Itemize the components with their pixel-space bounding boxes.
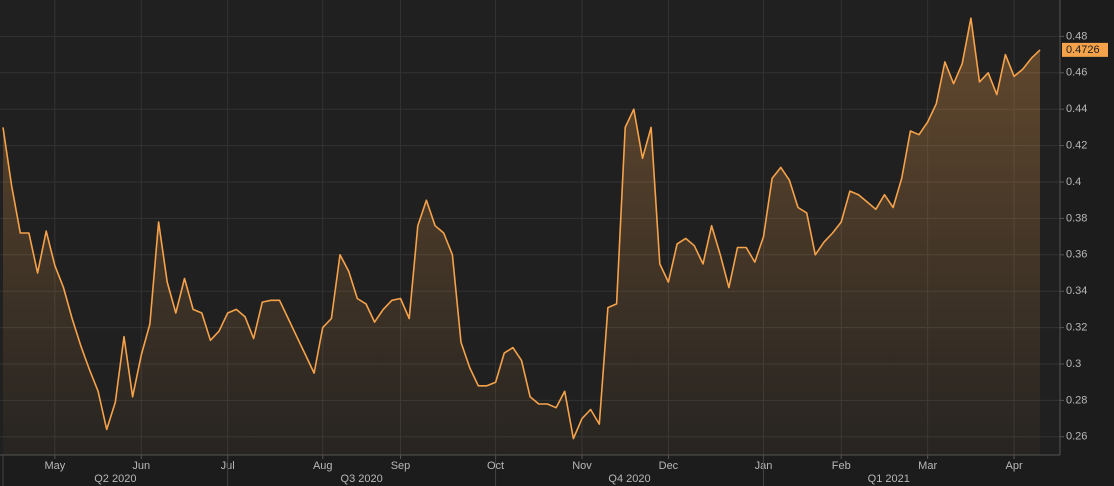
y-tick-label: 0.42 xyxy=(1066,140,1087,152)
quarter-label: Q2 2020 xyxy=(94,473,136,485)
x-tick-label: Aug xyxy=(313,460,333,472)
x-tick-label: Nov xyxy=(572,460,592,472)
x-tick-label: May xyxy=(44,460,65,472)
x-tick-label: Jun xyxy=(132,460,150,472)
line xyxy=(2,17,1041,440)
quarter-label: Q4 2020 xyxy=(608,473,650,485)
y-tick-label: 0.4 xyxy=(1066,176,1081,188)
y-tick-label: 0.26 xyxy=(1066,431,1087,443)
x-tick-label: Mar xyxy=(918,460,937,472)
y-tick-label: 0.44 xyxy=(1066,103,1087,115)
x-tick-label: Apr xyxy=(1006,460,1023,472)
x-tick-label: Feb xyxy=(832,460,851,472)
x-tick-label: Sep xyxy=(391,460,411,472)
y-tick-label: 0.48 xyxy=(1066,30,1087,42)
y-tick-label: 0.28 xyxy=(1066,394,1087,406)
y-tick-label: 0.3 xyxy=(1066,358,1081,370)
x-tick-label: Dec xyxy=(659,460,679,472)
quarter-label: Q1 2021 xyxy=(868,473,910,485)
y-tick-label: 0.36 xyxy=(1066,249,1087,261)
y-tick-label: 0.38 xyxy=(1066,212,1087,224)
quarter-label: Q3 2020 xyxy=(341,473,383,485)
last-value-label: 0.4726 xyxy=(1066,44,1100,56)
y-tick-label: 0.46 xyxy=(1066,67,1087,79)
last-value-box xyxy=(1062,42,1108,57)
y-tick-label: 0.34 xyxy=(1066,285,1087,297)
area xyxy=(3,18,1040,455)
y-tick-label: 0.32 xyxy=(1066,322,1087,334)
